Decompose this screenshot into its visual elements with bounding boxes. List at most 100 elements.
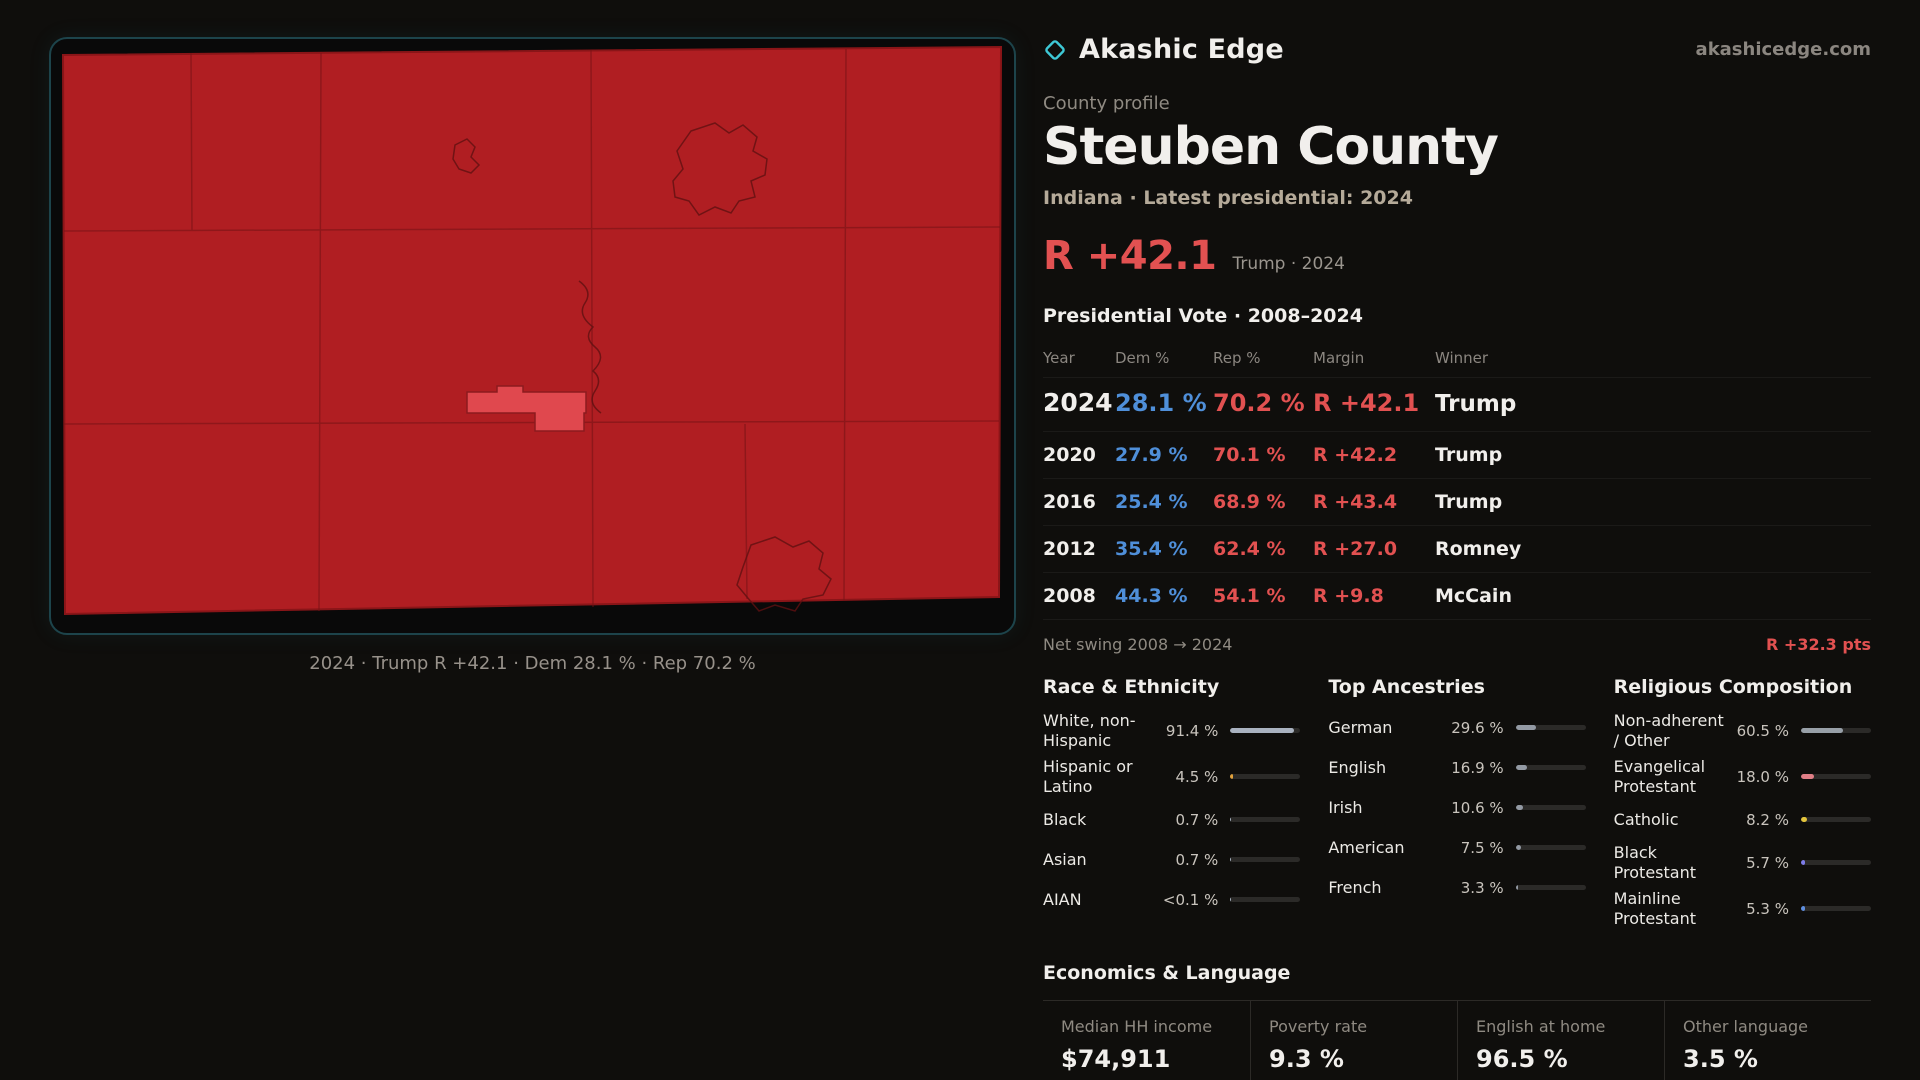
brand-diamond-icon (1045, 39, 1065, 60)
stat-label: English at home (1476, 1016, 1606, 1036)
demo-bar (1230, 774, 1301, 780)
demo-bar (1801, 906, 1871, 912)
brand-name: Akashic Edge (1079, 34, 1284, 65)
county-map (61, 45, 1003, 616)
demo-value: 5.3 % (1746, 899, 1789, 918)
rep-cell: 70.2 % (1213, 388, 1305, 417)
table-row: 2012 35.4 % 62.4 % R +27.0 Romney (1043, 526, 1871, 573)
map-section: 2024 · Trump R +42.1 · Dem 28.1 % · Rep … (49, 37, 1016, 674)
demo-label: French (1328, 877, 1382, 897)
year-cell: 2024 (1043, 387, 1113, 417)
demo-label: Black (1043, 809, 1087, 829)
stat-value: $74,911 (1061, 1044, 1171, 1073)
demo-bar (1515, 725, 1586, 731)
demo-row: German 29.6 % (1328, 708, 1586, 748)
year-cell: 2008 (1043, 584, 1096, 607)
stat-cell: English at home 96.5 % (1457, 1000, 1664, 1080)
county-map-panel (49, 37, 1016, 635)
table-row: 2008 44.3 % 54.1 % R +9.8 McCain (1043, 573, 1871, 620)
table-row: 2016 25.4 % 68.9 % R +43.4 Trump (1043, 479, 1871, 526)
net-swing-row: Net swing 2008 → 2024 R +32.3 pts (1043, 622, 1871, 654)
vote-table: Year Dem % Rep % Margin Winner 2024 28.1… (1043, 339, 1871, 620)
demo-value: 29.6 % (1451, 718, 1504, 737)
demo-row: Non-adherent / Other 60.5 % (1614, 708, 1871, 754)
stat-cell: Poverty rate 9.3 % (1250, 1000, 1457, 1080)
kicker: County profile (1043, 93, 1170, 114)
rep-cell: 62.4 % (1213, 537, 1286, 560)
demo-bar (1515, 885, 1586, 891)
demo-row: French 3.3 % (1328, 868, 1586, 908)
header: Akashic Edge akashicedge.com (1043, 34, 1871, 65)
dem-cell: 25.4 % (1115, 490, 1188, 513)
stat-label: Median HH income (1061, 1016, 1213, 1036)
dem-cell: 28.1 % (1115, 388, 1207, 417)
religion-column: Religious Composition Non-adherent / Oth… (1614, 676, 1871, 932)
vote-table-title: Presidential Vote · 2008–2024 (1043, 304, 1363, 327)
demo-label: AIAN (1043, 889, 1082, 909)
stat-label: Poverty rate (1269, 1016, 1368, 1036)
subtitle: Indiana · Latest presidential: 2024 (1043, 186, 1413, 209)
site-link[interactable]: akashicedge.com (1695, 39, 1871, 60)
stat-value: 96.5 % (1476, 1044, 1568, 1073)
demo-value: 18.0 % (1736, 767, 1789, 786)
demo-row: Black Protestant 5.7 % (1614, 840, 1871, 886)
table-row: 2024 28.1 % 70.2 % R +42.1 Trump (1043, 378, 1871, 432)
demo-value: 7.5 % (1460, 838, 1504, 857)
col-margin: Margin (1313, 348, 1365, 367)
demo-row: Black 0.7 % (1043, 800, 1301, 840)
demo-row: English 16.9 % (1328, 748, 1586, 788)
stat-label: Other language (1683, 1016, 1809, 1036)
demo-bar (1230, 857, 1301, 863)
economics-strip: Median HH income $74,911 Poverty rate 9.… (1043, 999, 1871, 1080)
ancestry-title: Top Ancestries (1328, 675, 1485, 698)
demo-bar (1801, 817, 1871, 823)
race-ethnicity-column: Race & Ethnicity White, non-Hispanic 91.… (1043, 675, 1301, 932)
demo-row: Hispanic or Latino 4.5 % (1043, 754, 1301, 800)
demo-value: 16.9 % (1451, 758, 1504, 777)
rep-cell: 70.1 % (1213, 443, 1286, 466)
winner-cell: Trump (1435, 443, 1503, 466)
economics-title: Economics & Language (1043, 961, 1291, 984)
demographics: Race & Ethnicity White, non-Hispanic 91.… (1043, 676, 1871, 932)
demo-row: Asian 0.7 % (1043, 840, 1301, 880)
dem-cell: 27.9 % (1115, 443, 1188, 466)
year-cell: 2016 (1043, 490, 1096, 513)
margin-value: R +42.1 (1043, 232, 1217, 279)
economics-section: Economics & Language Median HH income $7… (1043, 962, 1871, 1080)
demo-row: Mainline Protestant 5.3 % (1614, 886, 1871, 932)
margin-cell: R +43.4 (1313, 490, 1398, 513)
margin-cell: R +42.2 (1313, 443, 1398, 466)
stat-cell: Other language 3.5 % (1664, 1000, 1871, 1080)
demo-label: Black Protestant (1613, 842, 1696, 882)
demo-value: 60.5 % (1736, 721, 1789, 740)
demo-row: AIAN <0.1 % (1043, 880, 1301, 920)
demo-label: Irish (1328, 797, 1363, 817)
margin-context: Trump · 2024 (1232, 253, 1345, 274)
profile-panel: Akashic Edge akashicedge.com County prof… (1043, 34, 1871, 1080)
year-cell: 2020 (1043, 443, 1096, 466)
demo-label: Non-adherent / Other (1613, 710, 1724, 750)
demo-value: 5.7 % (1746, 853, 1789, 872)
brand: Akashic Edge (1043, 34, 1284, 65)
race-title: Race & Ethnicity (1043, 675, 1220, 698)
map-caption: 2024 · Trump R +42.1 · Dem 28.1 % · Rep … (309, 653, 756, 674)
winner-cell: Trump (1435, 390, 1517, 417)
demo-label: Hispanic or Latino (1043, 756, 1133, 796)
winner-cell: Romney (1435, 537, 1522, 560)
col-winner: Winner (1435, 348, 1489, 367)
margin-cell: R +42.1 (1313, 388, 1420, 417)
demo-bar (1230, 817, 1301, 823)
demo-bar (1515, 805, 1586, 811)
religion-title: Religious Composition (1613, 675, 1853, 698)
rep-cell: 68.9 % (1213, 490, 1286, 513)
county-polygon (61, 45, 1003, 616)
demo-bar (1230, 897, 1301, 903)
demo-bar (1230, 728, 1301, 734)
demo-bar (1515, 765, 1586, 771)
table-header-row: Year Dem % Rep % Margin Winner (1043, 339, 1871, 378)
demo-label: Catholic (1613, 809, 1679, 829)
demo-bar (1801, 728, 1871, 734)
demo-row: Catholic 8.2 % (1614, 800, 1871, 840)
demo-value: 3.3 % (1460, 878, 1504, 897)
net-swing-label: Net swing 2008 → 2024 (1043, 634, 1233, 654)
